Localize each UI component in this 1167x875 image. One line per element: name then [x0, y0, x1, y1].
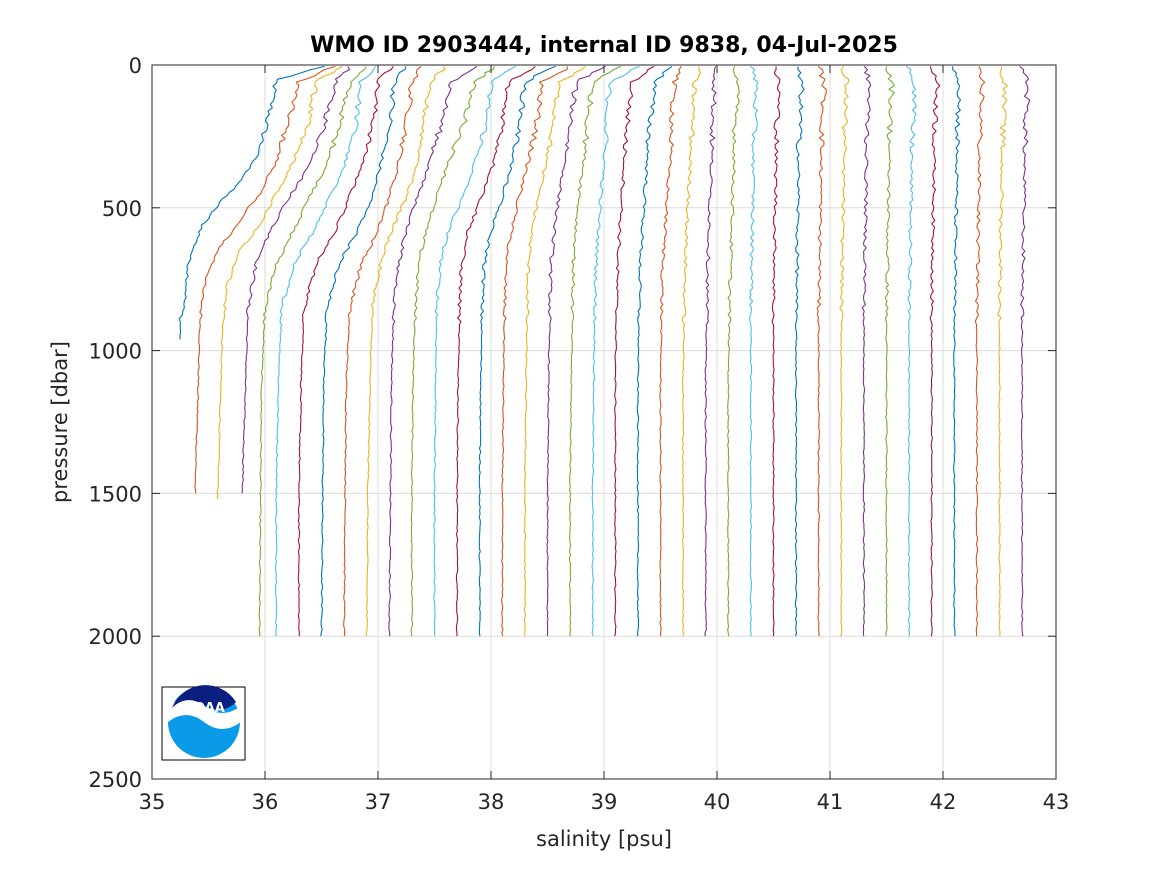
profile-line: [861, 65, 872, 637]
profile-line: [241, 66, 351, 494]
profile-line: [929, 66, 941, 637]
profile-line: [681, 66, 702, 637]
y-axis-label: pressure [dbar]: [48, 341, 72, 503]
profile-line: [365, 66, 446, 637]
profile-line: [839, 66, 850, 637]
x-tick-label: 41: [817, 790, 844, 814]
profile-line: [952, 66, 962, 637]
x-tick-label: 38: [478, 790, 505, 814]
logo-sky-icon: [172, 685, 236, 710]
profile-line: [771, 66, 781, 637]
chart-title: WMO ID 2903444, internal ID 9838, 04-Jul…: [310, 33, 898, 58]
profile-line: [997, 66, 1008, 637]
profile-line: [258, 66, 367, 637]
profile-line: [216, 65, 343, 500]
profile-line: [343, 65, 422, 637]
profile-line: [410, 66, 495, 637]
x-axis-label: salinity [psu]: [536, 827, 672, 851]
profile-line: [884, 66, 895, 637]
noaa-logo: NOAA: [161, 685, 246, 761]
profile-line: [194, 65, 336, 494]
profile-line: [614, 65, 655, 637]
profile-line: [659, 66, 682, 637]
profile-line: [455, 65, 536, 637]
x-tick-label: 37: [365, 790, 392, 814]
profile-line: [568, 65, 622, 637]
y-tick-label: 500: [102, 197, 142, 221]
profile-line: [478, 65, 556, 637]
x-tick-label: 39: [591, 790, 618, 814]
profile-line: [275, 66, 376, 637]
y-tick-label: 1500: [89, 482, 142, 506]
y-tick-label: 2000: [89, 625, 142, 649]
profile-line: [297, 66, 394, 637]
x-tick-label: 36: [252, 790, 279, 814]
y-tick-label: 0: [129, 54, 142, 78]
profile-line: [704, 66, 717, 637]
x-tick-label: 40: [704, 790, 731, 814]
y-tick-label: 2500: [89, 768, 142, 792]
profile-line: [546, 65, 606, 637]
profile-line: [816, 65, 827, 637]
profile-line: [974, 66, 986, 637]
profile-line: [320, 66, 407, 637]
x-tick-label: 35: [139, 790, 166, 814]
profile-line: [523, 65, 586, 637]
profile-line: [727, 66, 740, 637]
profile-line: [433, 65, 516, 637]
x-tick-label: 42: [930, 790, 957, 814]
profile-line: [636, 65, 673, 637]
x-tick-label: 43: [1043, 790, 1070, 814]
profile-line: [501, 66, 569, 637]
logo-text: NOAA: [183, 701, 225, 716]
y-tick-label: 1000: [89, 340, 142, 364]
profile-line: [178, 65, 325, 340]
profile-line: [748, 65, 759, 637]
profile-line: [388, 65, 478, 637]
profile-line: [794, 66, 805, 637]
profile-line: [1019, 65, 1031, 637]
profile-series: [178, 65, 1031, 637]
profile-line: [905, 65, 917, 637]
axis-ticks: 35 36 37 38 39 40 41 42 43 0 500 1000 1500 2000 2500: [89, 54, 1070, 814]
logo-gull-icon: [168, 699, 241, 729]
profile-line: [591, 65, 640, 637]
